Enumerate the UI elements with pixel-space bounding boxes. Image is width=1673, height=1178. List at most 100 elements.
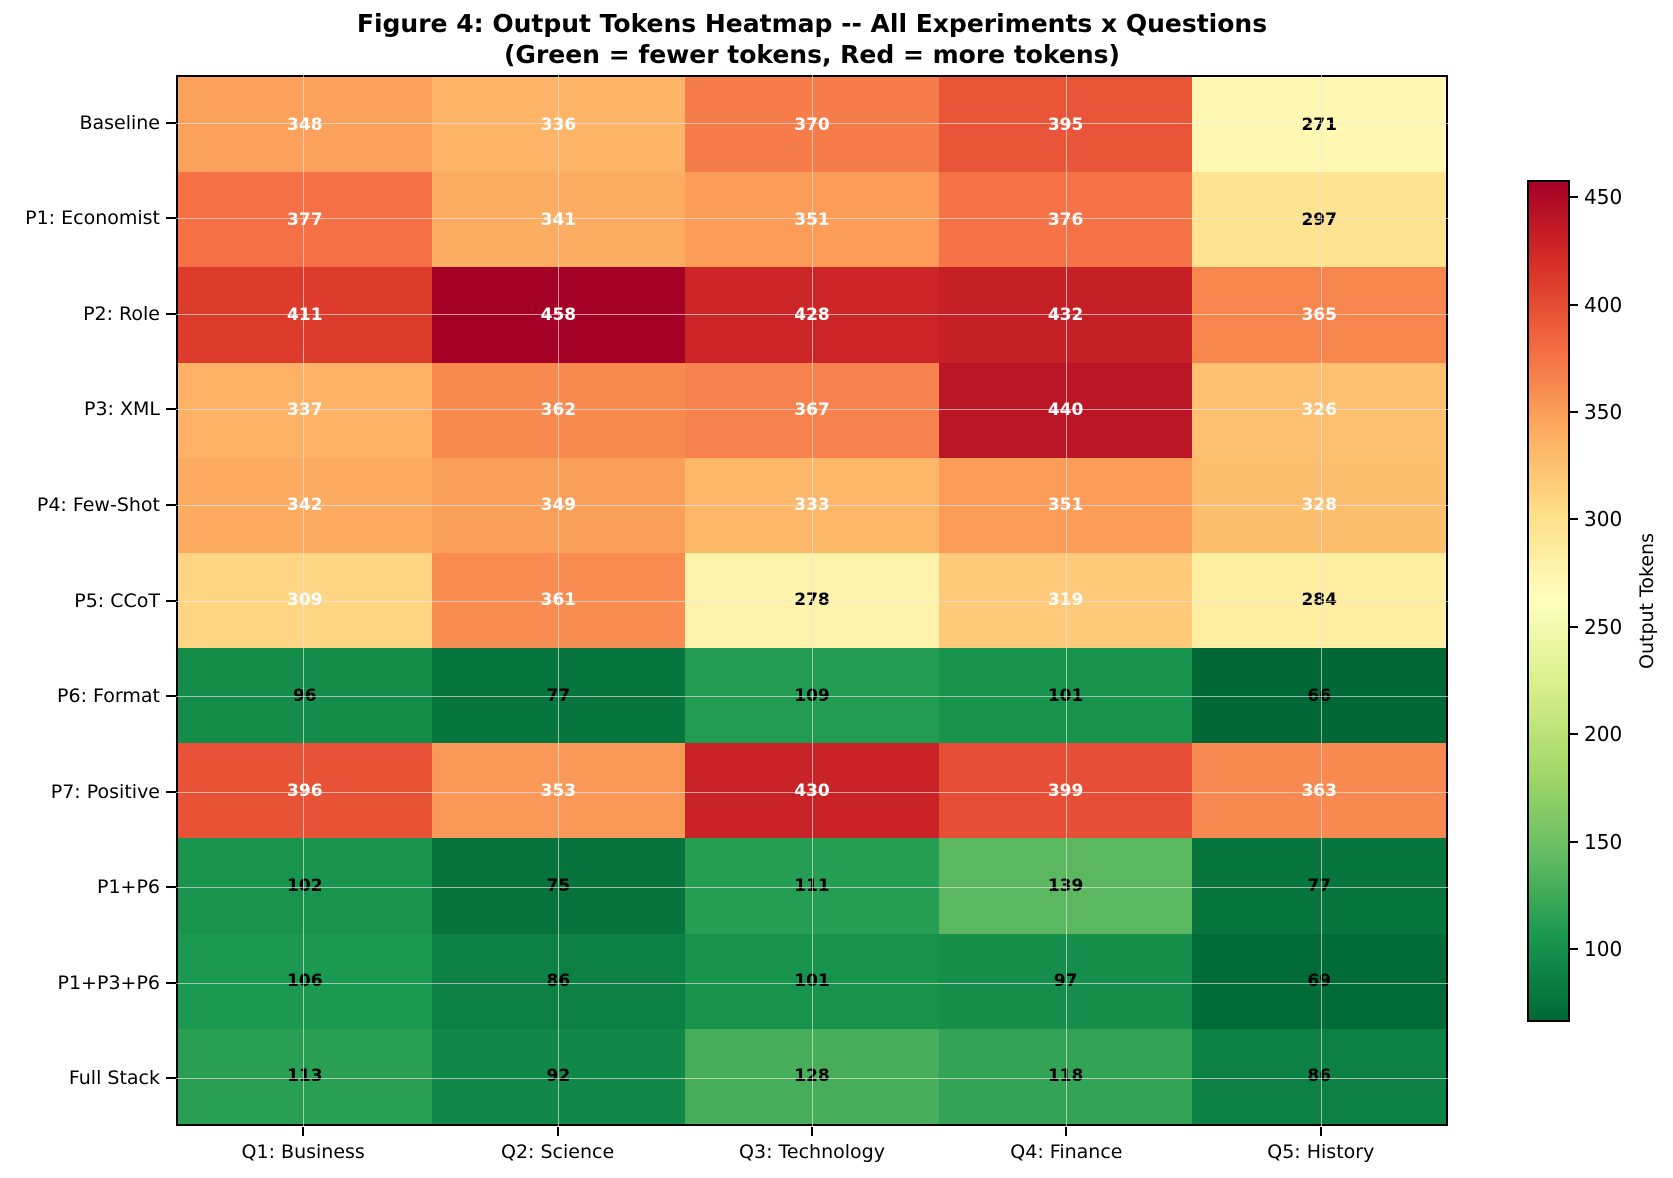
heatmap-cell: 353: [431, 743, 686, 839]
heatmap-cell: 86: [431, 933, 686, 1029]
cell-value: 341: [540, 209, 577, 230]
cell-value: 342: [287, 495, 323, 516]
cell-value: 101: [1047, 685, 1084, 706]
heatmap-cell: 458: [431, 267, 686, 363]
cell-value: 395: [1047, 114, 1084, 135]
y-axis-tick: [166, 1077, 176, 1080]
title-line-2: (Green = fewer tokens, Red = more tokens…: [504, 40, 1120, 69]
col-tick-label: Q1: Business: [241, 1141, 365, 1163]
cell-value: 348: [287, 114, 323, 135]
heatmap-cell: 77: [431, 648, 686, 744]
colorbar-tick-label: 100: [1584, 936, 1623, 961]
row-tick-label: P1+P3+P6: [57, 971, 160, 994]
y-axis-tick: [166, 121, 176, 124]
y-axis-tick: [166, 599, 176, 602]
row-tick-label: P1: Economist: [25, 207, 160, 230]
heatmap-cell: 309: [178, 552, 432, 649]
colorbar-tick-label: 250: [1584, 614, 1623, 639]
y-axis-tick: [166, 695, 176, 698]
cell-value: 66: [1307, 685, 1332, 706]
heatmap-cell: 128: [685, 1028, 939, 1124]
cell-value: 77: [1307, 876, 1332, 897]
heatmap-cell: 75: [431, 838, 686, 934]
heatmap-cell: 92: [431, 1028, 686, 1124]
cell-value: 69: [1307, 971, 1332, 992]
cell-value: 297: [1301, 209, 1337, 230]
row-tick-label: Baseline: [79, 111, 160, 134]
heatmap-cell: 351: [938, 457, 1193, 553]
cell-value: 319: [1047, 590, 1084, 611]
x-axis-tick: [302, 1127, 305, 1136]
heatmap-cell: 377: [178, 172, 432, 268]
heatmap-cell: 101: [938, 648, 1193, 744]
heatmap-cell: 336: [431, 77, 686, 173]
heatmap-cell: 139: [938, 838, 1193, 934]
y-axis-tick: [166, 408, 176, 411]
cell-value: 96: [292, 685, 317, 706]
colorbar-tick: [1570, 303, 1578, 306]
cell-value: 102: [287, 876, 323, 897]
cell-value: 271: [1301, 114, 1337, 135]
cell-value: 111: [794, 876, 830, 897]
heatmap-cell: 367: [685, 362, 939, 458]
heatmap-cell: 118: [938, 1028, 1193, 1124]
cell-value: 139: [1047, 876, 1084, 897]
colorbar-tick-label: 150: [1584, 829, 1623, 854]
heatmap-cell: 111: [685, 838, 939, 934]
colorbar-tick: [1570, 625, 1578, 628]
heatmap-cell: 440: [938, 362, 1193, 458]
cell-value: 377: [287, 209, 323, 230]
cell-value: 376: [1047, 209, 1084, 230]
y-axis-tick: [166, 217, 176, 220]
colorbar-axis-label: Output Tokens: [1636, 533, 1658, 669]
heatmap-cell: 342: [178, 457, 432, 553]
heatmap-cell: 333: [685, 457, 939, 553]
y-axis-tick: [166, 886, 176, 889]
x-axis-tick: [1065, 1127, 1068, 1136]
cell-value: 278: [794, 590, 830, 611]
colorbar-tick: [1570, 733, 1578, 736]
heatmap-cell: 349: [431, 457, 686, 553]
cell-value: 367: [794, 400, 830, 421]
colorbar-tick: [1570, 947, 1578, 950]
cell-value: 333: [794, 495, 830, 516]
cell-value: 351: [794, 209, 830, 230]
row-tick-label: P6: Format: [57, 685, 160, 708]
row-tick-label: Full Stack: [68, 1067, 160, 1090]
x-axis-tick: [556, 1127, 559, 1136]
x-axis-tick: [811, 1127, 813, 1136]
heatmap-cell: 284: [1192, 552, 1446, 649]
colorbar-tick: [1570, 518, 1578, 521]
cell-value: 370: [794, 114, 830, 135]
heatmap-cell: 77: [1192, 838, 1446, 934]
heatmap-cell: 365: [1192, 267, 1446, 363]
row-tick-label: P5: CCoT: [74, 589, 160, 612]
row-tick-label: P7: Positive: [50, 780, 160, 803]
cell-value: 363: [1301, 780, 1337, 801]
cell-value: 396: [287, 780, 323, 801]
heatmap-cell: 101: [685, 933, 939, 1029]
heatmap-cell: 97: [938, 933, 1193, 1029]
heatmap-cell: 271: [1192, 77, 1446, 173]
heatmap-cell: 348: [178, 77, 432, 173]
heatmap-cell: 278: [685, 552, 939, 649]
figure-title: Figure 4: Output Tokens Heatmap -- All E…: [176, 8, 1448, 70]
heatmap-cell: 337: [178, 362, 432, 458]
colorbar-tick-label: 300: [1584, 507, 1623, 532]
heatmap-cell: 102: [178, 838, 432, 934]
cell-value: 92: [546, 1066, 571, 1087]
cell-value: 101: [794, 971, 830, 992]
colorbar-tick-label: 400: [1584, 292, 1623, 317]
heatmap-cell: 432: [938, 267, 1193, 363]
title-line-1: Figure 4: Output Tokens Heatmap -- All E…: [356, 9, 1268, 38]
cell-value: 118: [1047, 1066, 1084, 1087]
heatmap-cell: 411: [178, 267, 432, 363]
heatmap-cell: 341: [431, 172, 686, 268]
heatmap-cell: 396: [178, 743, 432, 839]
colorbar-tick: [1570, 410, 1578, 413]
heatmap-cell: 96: [178, 648, 432, 744]
cell-value: 349: [540, 495, 577, 516]
colorbar-tick-label: 200: [1584, 722, 1623, 747]
cell-value: 351: [1047, 495, 1084, 516]
cell-value: 411: [287, 304, 323, 325]
